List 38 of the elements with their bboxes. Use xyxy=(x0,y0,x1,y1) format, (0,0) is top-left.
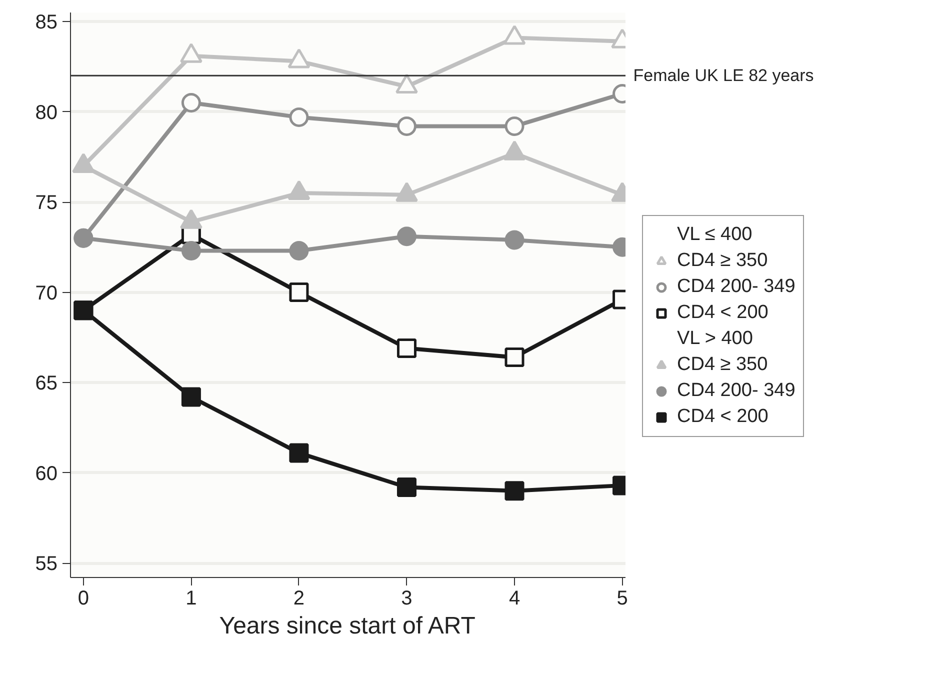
point xyxy=(289,107,309,127)
y-tick-label: 75 xyxy=(35,192,58,214)
x-tick-label: 0 xyxy=(78,588,89,610)
point xyxy=(396,477,416,497)
point xyxy=(396,116,416,136)
point xyxy=(289,443,309,463)
point xyxy=(504,230,524,250)
point xyxy=(181,241,201,261)
point xyxy=(289,282,309,302)
point xyxy=(181,387,201,407)
point xyxy=(396,338,416,358)
x-tick-label: 2 xyxy=(293,588,305,610)
legend-label: CD4 < 200 xyxy=(677,302,768,324)
legend-label: CD4 ≥ 350 xyxy=(677,250,768,272)
y-tick-label: 55 xyxy=(35,553,58,576)
y-tick-label: 85 xyxy=(35,12,58,34)
y-tick-label: 80 xyxy=(35,102,58,124)
point xyxy=(289,241,309,261)
legend-label: CD4 ≥ 350 xyxy=(677,354,768,376)
legend-label: CD4 200- 349 xyxy=(677,276,796,298)
x-axis-title: Years since start of ART xyxy=(219,612,476,640)
y-tick-label: 60 xyxy=(35,462,58,485)
legend-label: CD4 200- 349 xyxy=(677,380,796,402)
y-tick-label: 70 xyxy=(35,282,58,304)
point xyxy=(504,481,524,501)
point xyxy=(396,226,416,246)
point xyxy=(504,116,524,136)
x-tick-label: 5 xyxy=(616,588,628,610)
x-tick-label: 4 xyxy=(508,588,520,610)
text: VL > 400 xyxy=(677,328,753,350)
y-tick-label: 65 xyxy=(35,372,58,395)
text: VL ≤ 400 xyxy=(677,224,752,246)
point xyxy=(181,93,201,112)
x-tick-label: 1 xyxy=(186,588,197,610)
x-tick-label: 3 xyxy=(401,588,412,610)
legend-label: CD4 < 200 xyxy=(677,406,768,428)
ref-line-label: Female UK LE 82 years xyxy=(633,66,814,86)
point xyxy=(504,348,524,368)
